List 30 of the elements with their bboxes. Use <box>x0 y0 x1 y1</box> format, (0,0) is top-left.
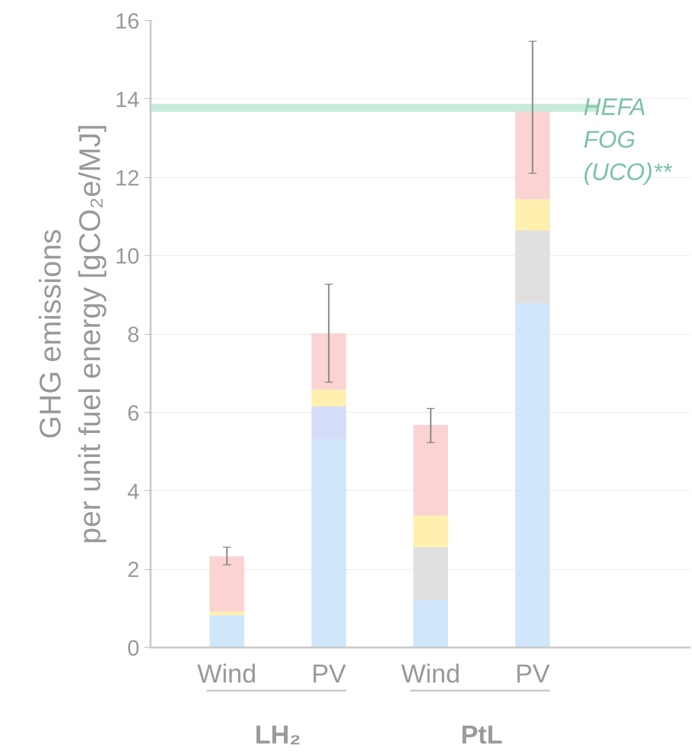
x-tick-label: PV <box>311 658 347 688</box>
x-tick-label: Wind <box>197 658 257 688</box>
x-tick-label: Wind <box>401 658 460 688</box>
bar <box>515 112 550 200</box>
bar <box>311 333 346 390</box>
y-tick-label: 14 <box>115 86 140 112</box>
bar <box>515 303 550 648</box>
bar <box>311 390 346 406</box>
y-axis-title: GHG emissions per unit fuel energy [gCO₂e/MJ] <box>34 124 108 544</box>
bar <box>413 547 448 600</box>
y-tick-label: 6 <box>127 400 140 426</box>
y-tick-label: 16 <box>115 8 140 34</box>
bar <box>413 600 448 648</box>
bar <box>210 556 244 612</box>
bar <box>515 199 550 231</box>
y-tick-label: 2 <box>127 557 140 582</box>
bar <box>210 615 244 648</box>
bar <box>413 515 448 548</box>
bar <box>210 611 244 616</box>
x-tick-label: PV <box>515 658 551 688</box>
y-tick-label: 8 <box>127 322 140 347</box>
text: PtL <box>460 720 503 750</box>
bar <box>413 424 448 516</box>
y-tick-label: 10 <box>115 244 140 269</box>
y-tick-label: 4 <box>127 478 140 504</box>
y-tick-label: 0 <box>127 636 140 660</box>
text: LH₂ <box>254 720 301 750</box>
y-tick-label: 12 <box>115 165 140 190</box>
bar <box>515 230 550 304</box>
ref-line-label: HEFA FOG (UCO)** <box>584 94 672 186</box>
